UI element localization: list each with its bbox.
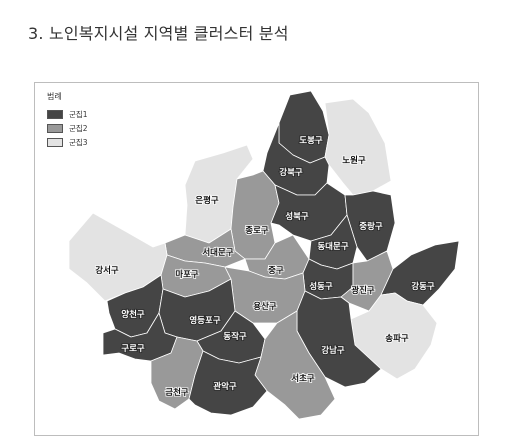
district-label: 송파구: [385, 333, 409, 344]
legend-swatch: [47, 137, 63, 147]
district-label: 용산구: [253, 301, 277, 312]
district-area: [254, 310, 336, 420]
legend-label: 군집3: [69, 137, 88, 147]
district-label: 광진구: [351, 285, 375, 296]
district-label: 강서구: [95, 265, 119, 276]
district-label: 도봉구: [299, 135, 323, 146]
legend-title: 범례: [47, 92, 62, 101]
district-label: 양천구: [121, 309, 145, 320]
district-label: 동작구: [223, 331, 247, 342]
legend-swatch: [47, 123, 63, 133]
map-legend: 범례 군집1 군집2 군집3: [47, 91, 88, 149]
district-label: 성북구: [285, 211, 309, 222]
district-label: 영등포구: [189, 315, 220, 326]
district-label: 중랑구: [359, 221, 383, 232]
legend-swatch: [47, 109, 63, 119]
legend-item-cluster3: 군집3: [47, 135, 88, 149]
legend-label: 군집2: [69, 123, 88, 133]
page-title: 3. 노인복지시설 지역별 클러스터 분석: [28, 24, 289, 43]
district-area: [324, 98, 392, 196]
district-label: 은평구: [195, 195, 219, 206]
legend-item-cluster2: 군집2: [47, 121, 88, 135]
district-label: 동대문구: [317, 241, 348, 252]
legend-item-cluster1: 군집1: [47, 107, 88, 121]
district-label: 금천구: [165, 387, 189, 398]
district-label: 강북구: [279, 167, 303, 178]
district-label: 노원구: [342, 155, 366, 166]
legend-label: 군집1: [69, 109, 88, 119]
district-label: 강남구: [321, 345, 345, 356]
district-label: 서대문구: [202, 247, 233, 258]
district-label: 마포구: [175, 269, 199, 280]
district-label: 강동구: [411, 281, 435, 292]
district-label: 관악구: [213, 381, 237, 392]
district-label: 중구: [268, 266, 284, 276]
district-label: 서초구: [291, 373, 315, 384]
district-label: 구로구: [121, 344, 145, 354]
district-label: 종로구: [245, 226, 269, 236]
district-label: 성동구: [309, 281, 333, 292]
district-area: [188, 350, 268, 416]
district-area: [230, 170, 280, 260]
